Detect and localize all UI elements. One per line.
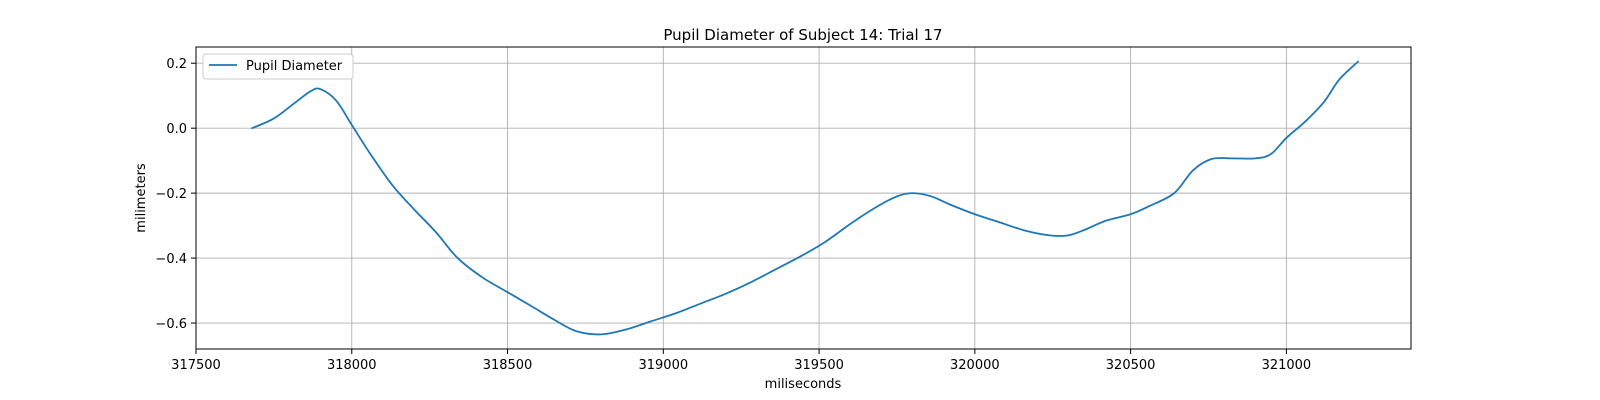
x-tick-label: 318000 (327, 358, 377, 373)
legend: Pupil Diameter (202, 53, 354, 80)
legend-label: Pupil Diameter (246, 59, 343, 74)
x-tick-label: 320500 (1106, 358, 1156, 373)
x-tick-label: 321000 (1262, 358, 1312, 373)
x-axis-label: miliseconds (765, 377, 842, 392)
chart-title: Pupil Diameter of Subject 14: Trial 17 (663, 26, 942, 44)
x-tick-label: 320000 (950, 358, 1000, 373)
grid (196, 47, 1411, 349)
y-axis-ticks: −0.6 −0.4 −0.2 0.0 0.2 (155, 57, 196, 332)
x-tick-label: 318500 (483, 358, 533, 373)
x-tick-label: 319500 (794, 358, 844, 373)
y-tick-label: 0.2 (166, 57, 187, 72)
plot-frame (195, 46, 1412, 350)
x-axis-ticks: 317500 318000 318500 319000 319500 320000 3205… (171, 349, 1311, 373)
series-line-pupil-diameter (251, 60, 1359, 336)
y-axis-label: milimeters (134, 163, 149, 233)
y-tick-label: −0.2 (155, 187, 187, 202)
x-tick-label: 319000 (638, 358, 688, 373)
y-tick-label: −0.6 (155, 317, 187, 332)
x-tick-label: 317500 (171, 358, 221, 373)
y-tick-label: 0.0 (166, 122, 187, 137)
plot-lines (251, 60, 1359, 336)
y-tick-label: −0.4 (155, 252, 187, 267)
legend-box (202, 53, 354, 80)
